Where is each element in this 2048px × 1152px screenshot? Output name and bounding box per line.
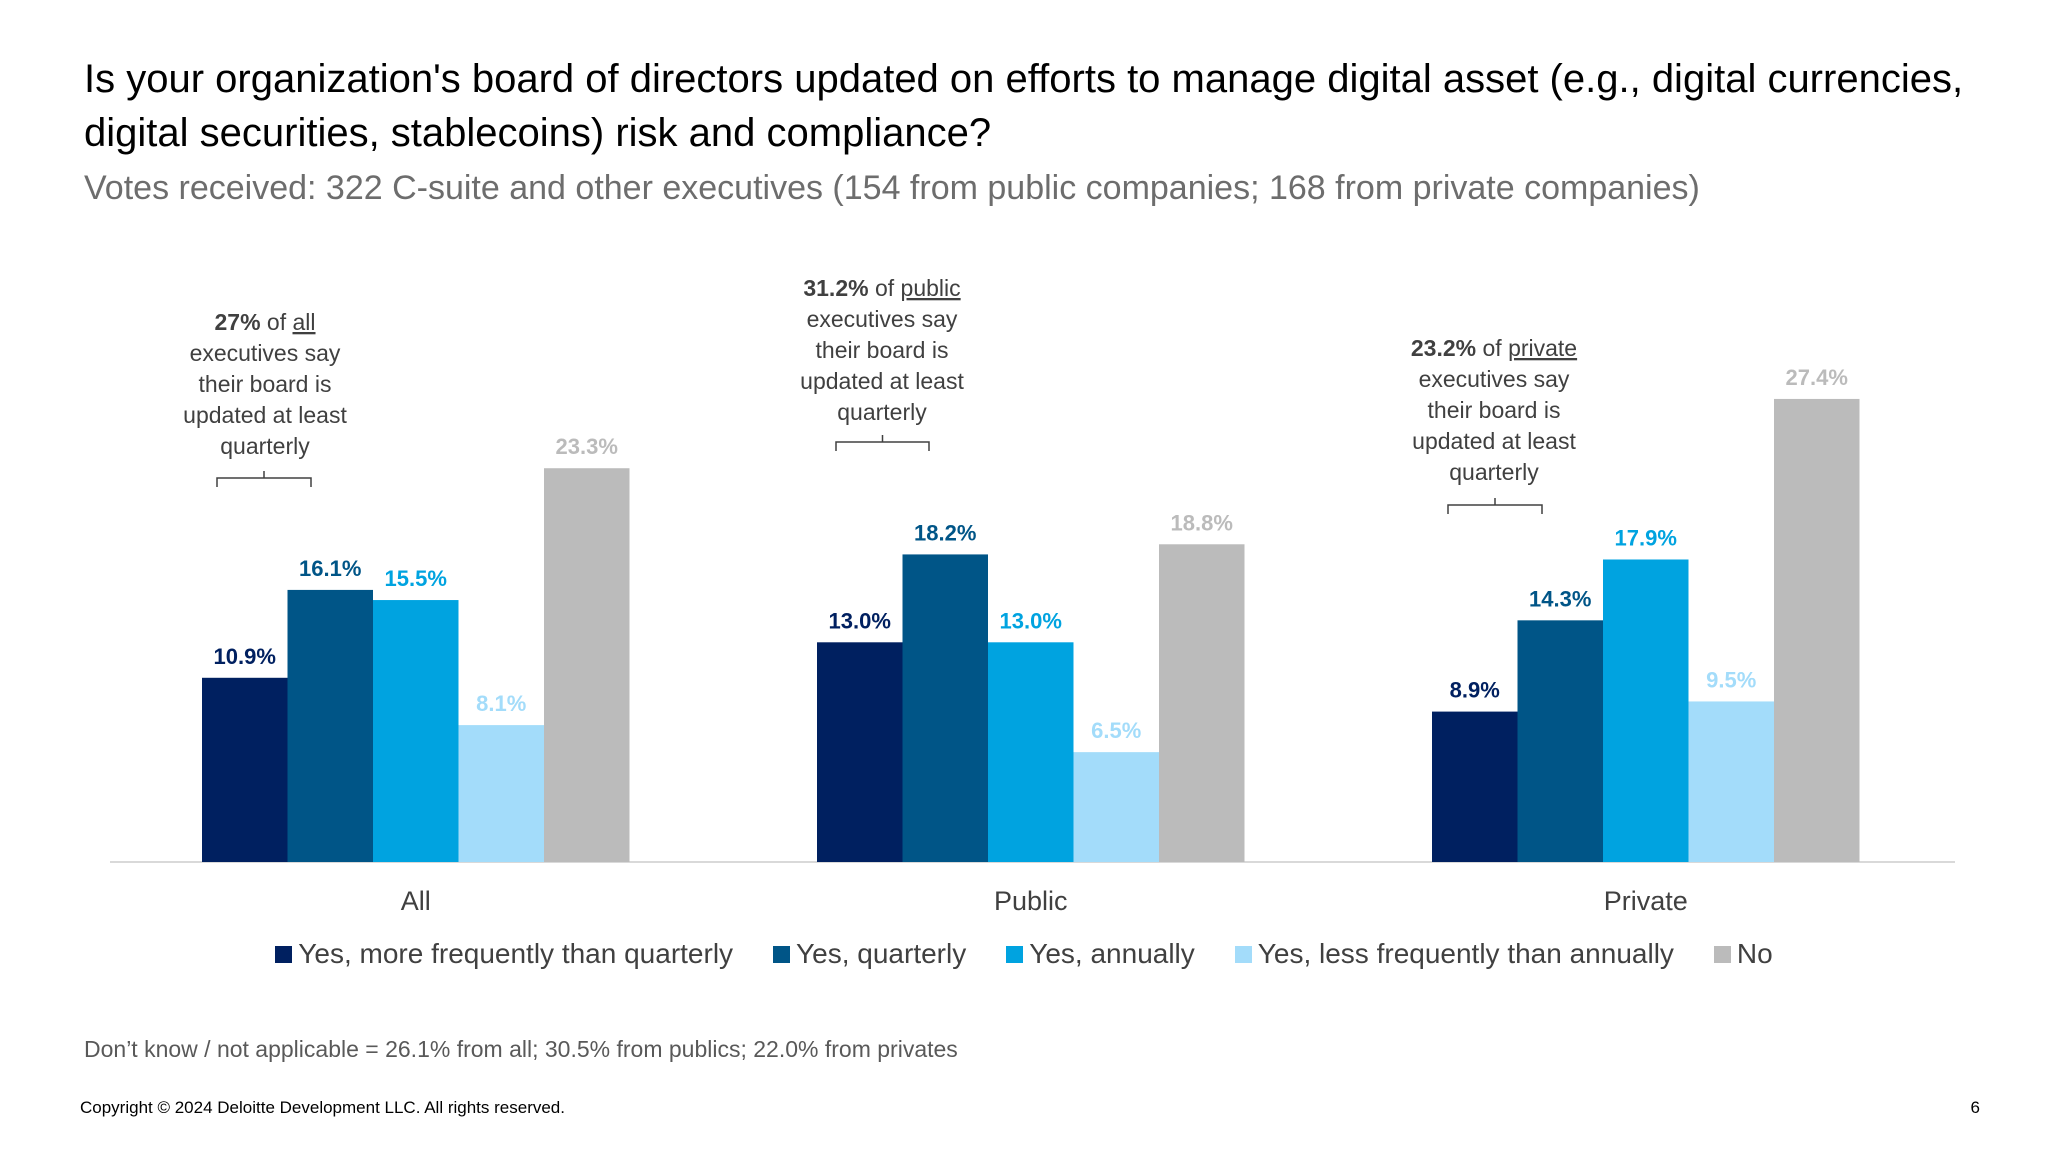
svg-text:quarterly: quarterly [220, 433, 310, 459]
page-subtitle: Votes received: 322 C-suite and other ex… [84, 169, 1700, 207]
svg-text:executives say: executives say [807, 306, 958, 332]
svg-text:updated at least: updated at least [800, 368, 964, 394]
svg-text:their board is: their board is [199, 371, 332, 397]
svg-text:their board is: their board is [1428, 397, 1561, 423]
bar-all-series-3 [458, 725, 544, 862]
page-number: 6 [1970, 1098, 1980, 1117]
legend-item-4: No [1713, 938, 1773, 970]
annotation-bracket-private [1447, 498, 1543, 514]
bar-private-series-1 [1517, 620, 1603, 862]
data-label-all-series-2: 15.5% [385, 566, 447, 591]
data-label-private-series-2: 17.9% [1615, 525, 1677, 550]
data-label-all-series-1: 16.1% [299, 556, 361, 581]
data-label-all-series-4: 23.3% [556, 434, 618, 459]
svg-text:quarterly: quarterly [1449, 459, 1539, 485]
svg-text:27% of all: 27% of all [214, 309, 315, 335]
data-label-private-series-3: 9.5% [1706, 667, 1756, 692]
bar-private-series-4 [1774, 398, 1860, 862]
legend-item-2: Yes, annually [1006, 938, 1195, 970]
bar-private-series-3 [1688, 701, 1774, 862]
bar-public-series-4 [1159, 544, 1245, 862]
category-label-public: Public [994, 886, 1068, 916]
footnote: Don’t know / not applicable = 26.1% from… [84, 1036, 958, 1062]
legend-label: Yes, more frequently than quarterly [298, 938, 734, 969]
data-label-public-series-3: 6.5% [1091, 718, 1141, 743]
annotation-public: 31.2% of public executives say their board… [800, 275, 964, 451]
legend-item-1: Yes, quarterly [773, 938, 966, 970]
bar-all-series-2 [373, 600, 459, 862]
legend-swatch [1713, 945, 1731, 963]
bar-private-series-0 [1432, 711, 1518, 862]
data-label-public-series-4: 18.8% [1171, 510, 1233, 535]
legend-label: No [1736, 938, 1773, 969]
copyright: Copyright © 2024 Deloitte Development LL… [80, 1098, 565, 1117]
svg-text:executives say: executives say [190, 340, 341, 366]
data-label-all-series-3: 8.1% [476, 691, 526, 716]
bar-all-series-0 [202, 677, 288, 862]
data-label-public-series-2: 13.0% [1000, 608, 1062, 633]
bar-public-series-1 [902, 554, 988, 862]
data-label-public-series-1: 18.2% [914, 520, 976, 545]
page-title: Is your organization's board of director… [84, 57, 1964, 155]
svg-text:their board is: their board is [816, 337, 949, 363]
legend-label: Yes, annually [1029, 938, 1195, 969]
category-label-private: Private [1604, 886, 1688, 916]
legend-item-3: Yes, less frequently than annually [1234, 938, 1674, 970]
data-label-public-series-0: 13.0% [829, 608, 891, 633]
svg-text:quarterly: quarterly [837, 399, 927, 425]
bar-public-series-2 [988, 642, 1074, 862]
chart-legend: Yes, more frequently than quarterly Yes, … [0, 938, 2048, 970]
bar-public-series-0 [817, 642, 903, 862]
legend-swatch [773, 945, 791, 963]
category-label-all: All [401, 886, 431, 916]
data-label-private-series-4: 27.4% [1786, 365, 1848, 390]
bar-chart: 10.9% 16.1% 15.5% 8.1% 23.3% All 13.0% 18.2% 13.… [110, 275, 1955, 916]
legend-item-0: Yes, more frequently than quarterly [275, 938, 733, 970]
svg-text:31.2% of public: 31.2% of public [803, 275, 960, 301]
svg-text:updated at least: updated at least [183, 402, 347, 428]
bar-public-series-3 [1073, 752, 1159, 862]
legend-label: Yes, less frequently than annually [1257, 938, 1674, 969]
bar-all-series-1 [287, 589, 373, 862]
bar-private-series-2 [1603, 559, 1689, 862]
data-label-private-series-0: 8.9% [1450, 678, 1500, 703]
annotation-bracket-public [835, 435, 930, 451]
legend-swatch [1234, 945, 1252, 963]
svg-text:updated at least: updated at least [1412, 428, 1576, 454]
data-label-all-series-0: 10.9% [214, 644, 276, 669]
bar-all-series-4 [544, 468, 630, 862]
data-label-private-series-1: 14.3% [1529, 586, 1591, 611]
annotation-all: 27% of all executives say their board is up… [183, 309, 347, 487]
annotation-bracket-all [216, 471, 312, 487]
legend-label: Yes, quarterly [796, 938, 967, 969]
legend-swatch [275, 945, 293, 963]
svg-text:executives say: executives say [1419, 366, 1570, 392]
legend-swatch [1006, 945, 1024, 963]
annotation-private: 23.2% of private executives say their boar… [1411, 335, 1577, 514]
svg-text:23.2% of private: 23.2% of private [1411, 335, 1577, 361]
